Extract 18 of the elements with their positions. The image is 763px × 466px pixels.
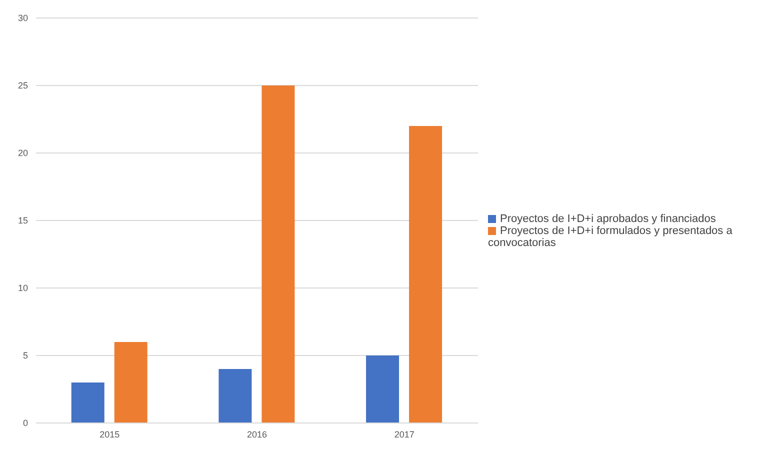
bar [366,356,400,423]
y-tick-label: 25 [18,80,28,91]
bar [71,382,104,423]
legend-label: Proyectos de I+D+i aprobados y financiados [500,212,716,224]
bar [409,126,442,423]
legend-label: Proyectos de I+D+i formulados y presentados a convocatorias [488,224,732,248]
y-tick-label: 20 [18,148,28,158]
y-tick-label: 10 [18,283,28,294]
x-tick-label: 2016 [246,429,268,440]
y-tick-label: 5 [22,350,28,361]
y-tick-label: 0 [22,418,28,428]
x-tick-label: 2015 [100,429,120,440]
y-tick-label: 30 [18,13,28,24]
bar [114,342,148,423]
x-tick-label: 2017 [394,429,414,440]
y-tick-label: 15 [18,216,28,226]
bar [218,369,252,423]
bar [262,86,295,423]
